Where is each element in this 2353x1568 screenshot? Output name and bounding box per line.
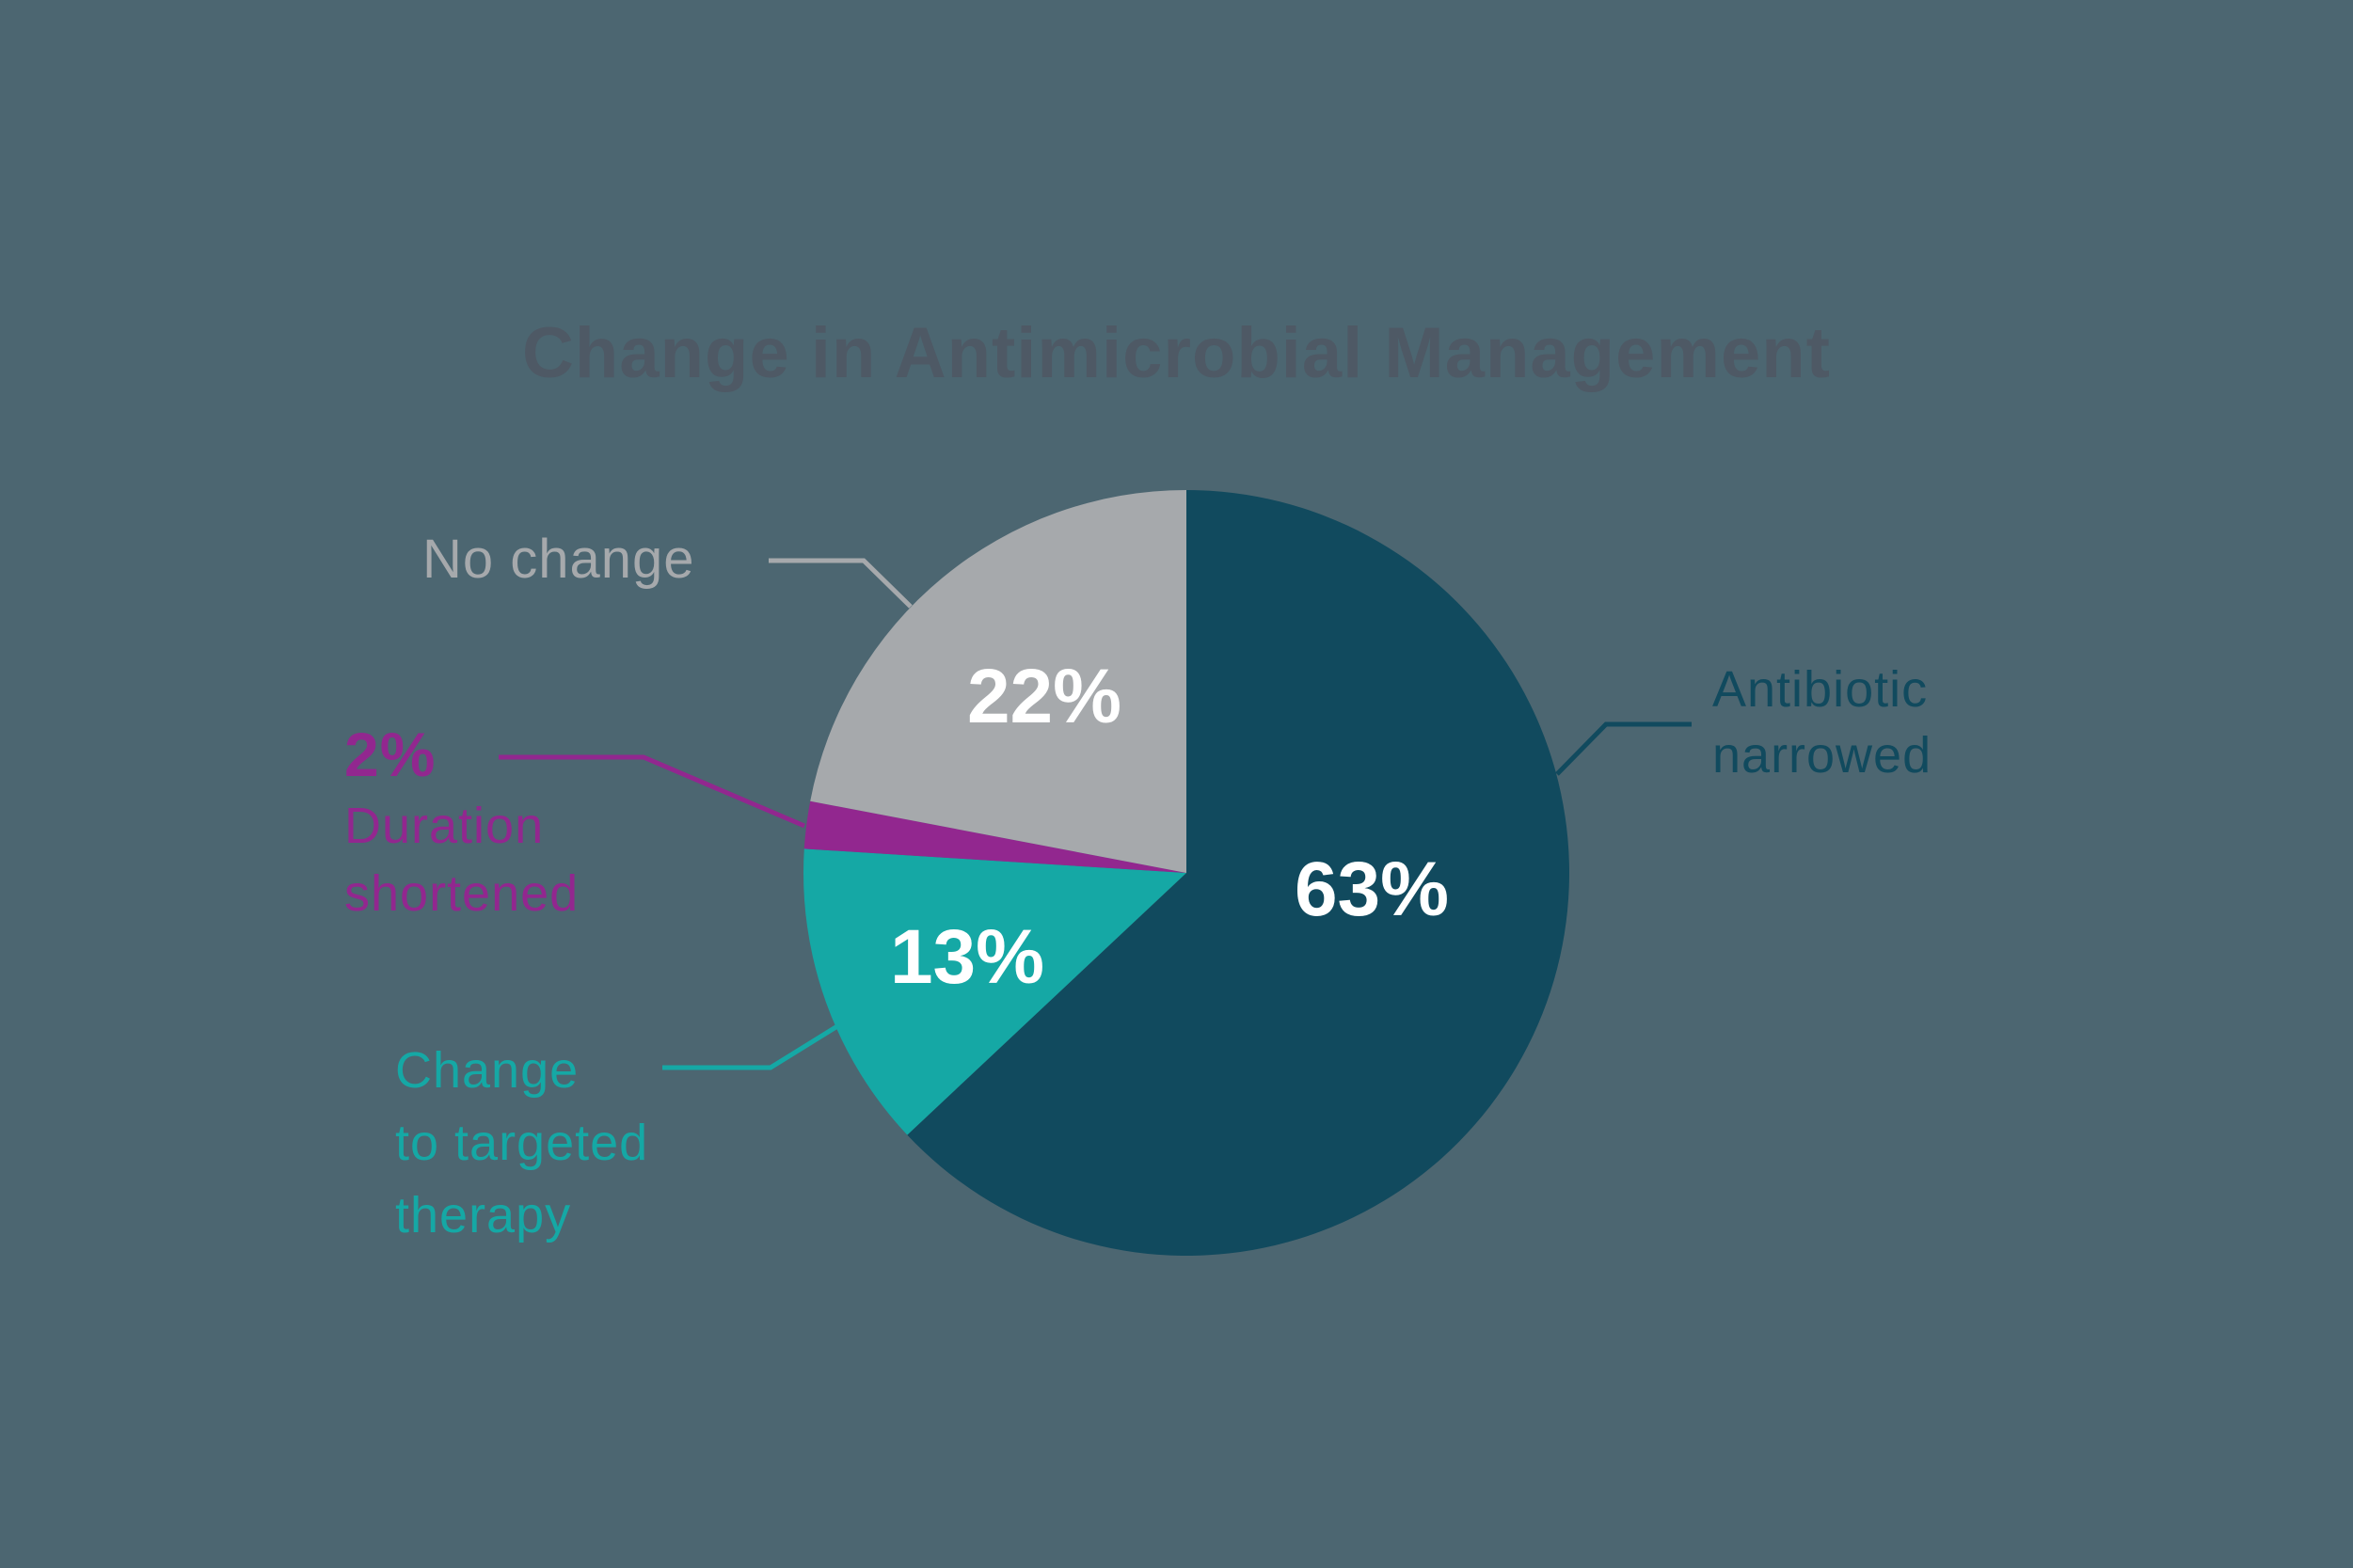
label-duration-line1: Duration <box>344 798 545 854</box>
label-duration-shortened: 2% Duration shortened <box>344 717 579 927</box>
pie-slice-duration-shortened <box>803 800 1186 873</box>
pct-label-antibiotic-narrowed: 63% <box>1294 847 1450 932</box>
leader-line-no-change <box>769 558 913 609</box>
pie-slice-change-to-targeted-therapy <box>803 848 1186 1135</box>
label-duration-line2: shortened <box>344 865 580 922</box>
pct-label-duration: 2% <box>344 720 437 789</box>
pie-slice-no-change <box>810 490 1186 873</box>
label-targeted-line3: therapy <box>395 1187 572 1243</box>
label-antibiotic-line1: Antibiotic <box>1712 661 1929 718</box>
label-targeted-line1: Change <box>395 1042 580 1099</box>
label-change-to-targeted-therapy: Change to targeted therapy <box>395 1035 648 1252</box>
label-antibiotic-line2: narrowed <box>1712 727 1932 784</box>
label-antibiotic-narrowed: Antibiotic narrowed <box>1712 657 1932 788</box>
label-no-change-text: No change <box>422 529 695 590</box>
label-targeted-line2: to targeted <box>395 1115 649 1171</box>
pct-label-change-to-targeted-therapy: 13% <box>889 914 1045 1000</box>
label-no-change: No change <box>422 529 695 591</box>
leader-line-antibiotic-narrowed <box>1555 721 1692 776</box>
leader-line-change-to-targeted-therapy <box>662 1023 839 1070</box>
pct-label-no-change: 22% <box>966 654 1122 739</box>
pie-slice-antibiotic-narrowed <box>907 490 1570 1256</box>
leader-line-duration-shortened <box>499 754 805 829</box>
chart-title: Change in Antimicrobial Management <box>522 313 1831 393</box>
